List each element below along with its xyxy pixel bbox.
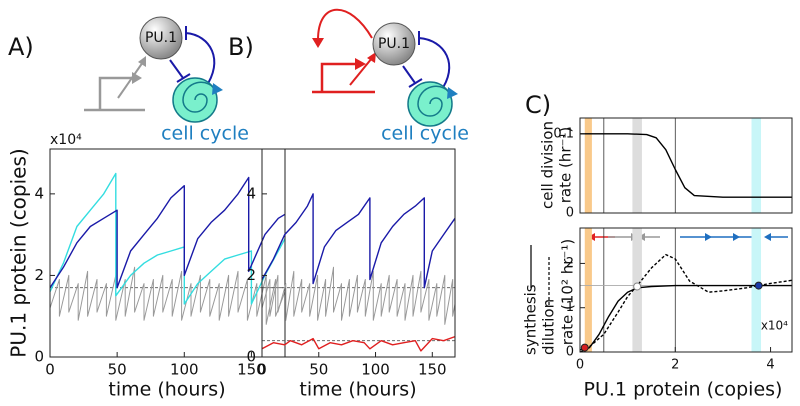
- inhibition: [402, 65, 423, 88]
- band: [584, 118, 592, 213]
- series-line: [579, 253, 793, 351]
- process-label: cell cycle: [381, 123, 469, 145]
- diagram-b: [312, 8, 458, 127]
- plot-frame: [261, 148, 456, 358]
- y-tick-label: 0: [34, 348, 44, 366]
- y-tick-label: 0: [566, 345, 574, 360]
- series-line: [261, 193, 456, 289]
- y-tick-label: 4: [246, 184, 256, 202]
- point: [580, 343, 589, 352]
- arrowhead: [212, 83, 223, 95]
- spiral: [182, 81, 218, 113]
- series-line: [261, 266, 456, 325]
- x-tick-label: 2: [671, 358, 679, 373]
- band: [584, 228, 592, 352]
- y-tick-label: 4: [34, 184, 44, 202]
- y-tick-label: 0: [566, 206, 574, 221]
- panel-label: B): [228, 33, 254, 61]
- promoter: [312, 62, 375, 94]
- plot-frame: [579, 227, 793, 353]
- x-tick-label: 100: [170, 361, 199, 379]
- y-axis-label: cell division: [539, 121, 557, 209]
- y-axis-label: rate (10² hr⁻¹): [559, 239, 577, 345]
- spiral: [417, 85, 453, 117]
- x-tick-label: 50: [309, 361, 328, 379]
- panel-label: A): [8, 33, 34, 61]
- arrowhead: [764, 233, 771, 241]
- series-line: [49, 176, 286, 289]
- x-axis-label: PU.1 protein (copies): [584, 379, 783, 401]
- x-tick-label: 150: [237, 361, 266, 379]
- series-line: [579, 284, 792, 353]
- x-axis-label: time (hours): [108, 379, 225, 401]
- inhibition: [169, 59, 191, 83]
- band: [751, 228, 762, 352]
- series-line: [49, 266, 286, 325]
- y-tick-label: 1: [566, 300, 574, 315]
- node-label: PU.1: [378, 36, 410, 52]
- inhibition: [418, 31, 451, 93]
- x-axis-label: time (hours): [299, 379, 416, 401]
- x-tick-label: 4: [766, 358, 774, 373]
- plot-frame: [49, 148, 286, 358]
- process-label: cell cycle: [161, 123, 249, 145]
- arrowhead: [312, 38, 324, 48]
- feedback-arrow: [317, 8, 373, 41]
- x-tick-label: 0: [45, 361, 55, 379]
- axis-unit: x10⁴: [50, 132, 82, 148]
- y-tick-label: 2: [246, 266, 256, 284]
- arrowhead: [138, 56, 146, 67]
- node-label: PU.1: [145, 30, 177, 46]
- y-axis-label: dilution: [540, 299, 558, 355]
- x-tick-label: 0: [257, 361, 267, 379]
- protein-node: [372, 22, 416, 66]
- arrow: [117, 61, 144, 99]
- arrowhead: [447, 87, 458, 99]
- y-axis-label: synthesis: [522, 284, 540, 355]
- y-axis-label: rate (hr⁻¹): [557, 127, 575, 204]
- arrowhead: [132, 72, 142, 84]
- arrowhead: [355, 58, 366, 70]
- arrow: [349, 57, 373, 86]
- promoter: [84, 76, 145, 112]
- point: [754, 281, 763, 290]
- plot-frame: [579, 117, 793, 214]
- point: [633, 282, 642, 291]
- x-tick-label: 150: [418, 361, 447, 379]
- series-line: [261, 335, 456, 352]
- arrowhead: [367, 52, 376, 63]
- y-tick-label: 0: [246, 348, 256, 366]
- y-tick-label: 0.1: [553, 126, 574, 141]
- x-tick-label: 0: [576, 358, 584, 373]
- panel-label: C): [525, 91, 551, 119]
- inhibition: [185, 26, 216, 89]
- arrowhead: [733, 233, 740, 241]
- band: [751, 118, 762, 213]
- axis-unit: x10⁴: [761, 319, 788, 333]
- x-tick-label: 100: [361, 361, 390, 379]
- band: [632, 118, 642, 213]
- series-line: [49, 172, 286, 305]
- diagram-a: [84, 16, 223, 123]
- protein-node: [139, 16, 183, 60]
- y-axis-label: PU.1 protein (copies): [7, 148, 31, 357]
- series-line: [580, 133, 792, 198]
- x-tick-label: 50: [108, 361, 127, 379]
- y-tick-label: 2: [566, 256, 574, 271]
- arrowhead: [705, 233, 712, 241]
- y-tick-label: 2: [34, 266, 44, 284]
